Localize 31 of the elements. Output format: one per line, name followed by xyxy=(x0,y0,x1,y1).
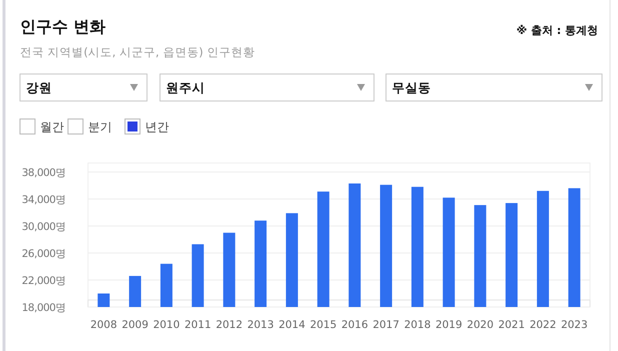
y-tick-label: 22,000명 xyxy=(22,275,66,287)
x-tick-label: 2021 xyxy=(498,319,525,331)
chart-subtitle: 전국 지역별(시도, 시군구, 읍면동) 인구현황 xyxy=(20,45,255,59)
x-tick-label: 2020 xyxy=(466,319,494,331)
chart-title: 인구수 변화 xyxy=(20,17,106,36)
x-tick-label: 2019 xyxy=(435,319,462,331)
x-tick-label: 2023 xyxy=(560,319,588,331)
y-tick-label: 38,000명 xyxy=(22,167,66,179)
checkbox: 분기 xyxy=(68,118,112,134)
x-tick-label: 2015 xyxy=(310,319,337,331)
x-tick-label: 2018 xyxy=(404,319,431,331)
x-tick-label: 2022 xyxy=(530,319,556,331)
y-tick-label: 30,000명 xyxy=(22,221,66,233)
checkbox: 년간 xyxy=(124,118,169,134)
x-tick-label: 2011 xyxy=(184,319,212,331)
x-tick-label: 2009 xyxy=(122,319,148,331)
checkbox: 월간 xyxy=(20,118,64,134)
text: ※ 출처 : 통계청 xyxy=(516,24,598,37)
x-tick-label: 2012 xyxy=(216,319,243,331)
x-tick-label: 2014 xyxy=(278,319,306,331)
dropdown: 무실동 xyxy=(386,74,602,102)
y-tick-label: 34,000명 xyxy=(22,194,66,206)
x-tick-label: 2016 xyxy=(341,319,368,331)
x-tick-label: 2010 xyxy=(153,319,180,331)
y-tick-label: 26,000명 xyxy=(22,248,66,260)
x-tick-label: 2013 xyxy=(247,319,274,331)
y-tick-label: 18,000명 xyxy=(22,302,66,314)
x-tick-label: 2017 xyxy=(372,319,400,331)
x-tick-label: 2008 xyxy=(90,319,118,331)
dropdown: 강원 xyxy=(20,74,148,102)
dropdown: 원주시 xyxy=(160,74,374,102)
